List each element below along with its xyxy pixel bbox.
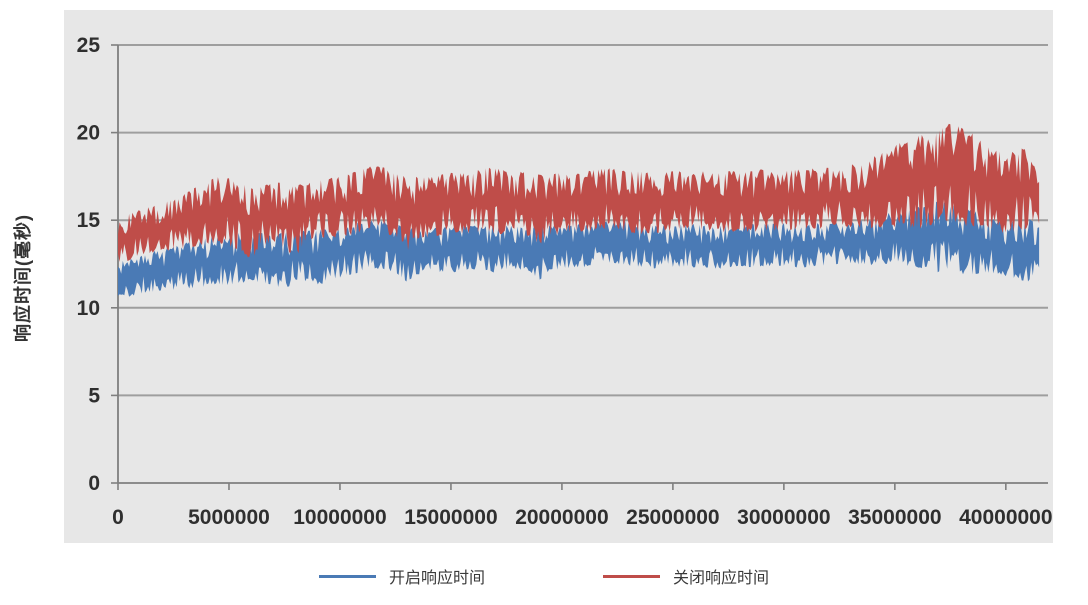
series-band-close-response bbox=[118, 123, 1040, 263]
x-tick-label: 40000000 bbox=[959, 506, 1052, 529]
x-tick-label: 35000000 bbox=[848, 506, 941, 529]
x-tick-label: 0 bbox=[112, 506, 124, 529]
legend-label-close-response: 关闭响应时间 bbox=[673, 570, 770, 587]
x-tick-label: 10000000 bbox=[293, 506, 386, 529]
legend-line-close-response-icon bbox=[603, 574, 660, 578]
x-tick-label: 20000000 bbox=[515, 506, 608, 529]
y-tick-label: 0 bbox=[88, 472, 100, 495]
x-tick-label: 15000000 bbox=[404, 506, 497, 529]
series-band-open-response bbox=[118, 201, 1040, 297]
y-axis-title: 响应时间(毫秒) bbox=[13, 214, 33, 342]
y-tick-label: 5 bbox=[88, 384, 100, 407]
legend-line-open-response-icon bbox=[318, 574, 376, 578]
legend-item-open-response: 开启响应时间 bbox=[318, 564, 485, 588]
legend-label-open-response: 开启响应时间 bbox=[388, 570, 485, 587]
x-tick-label: 25000000 bbox=[626, 506, 719, 529]
x-tick-label: 30000000 bbox=[737, 506, 830, 529]
y-tick-label: 20 bbox=[77, 122, 100, 145]
chart-legend: 开启响应时间 关闭响应时间 bbox=[0, 564, 1088, 588]
legend-item-close-response: 关闭响应时间 bbox=[603, 564, 769, 588]
y-tick-label: 25 bbox=[77, 34, 101, 57]
x-tick-label: 5000000 bbox=[188, 506, 270, 529]
y-tick-label: 15 bbox=[77, 209, 101, 232]
y-tick-label: 10 bbox=[77, 297, 100, 320]
